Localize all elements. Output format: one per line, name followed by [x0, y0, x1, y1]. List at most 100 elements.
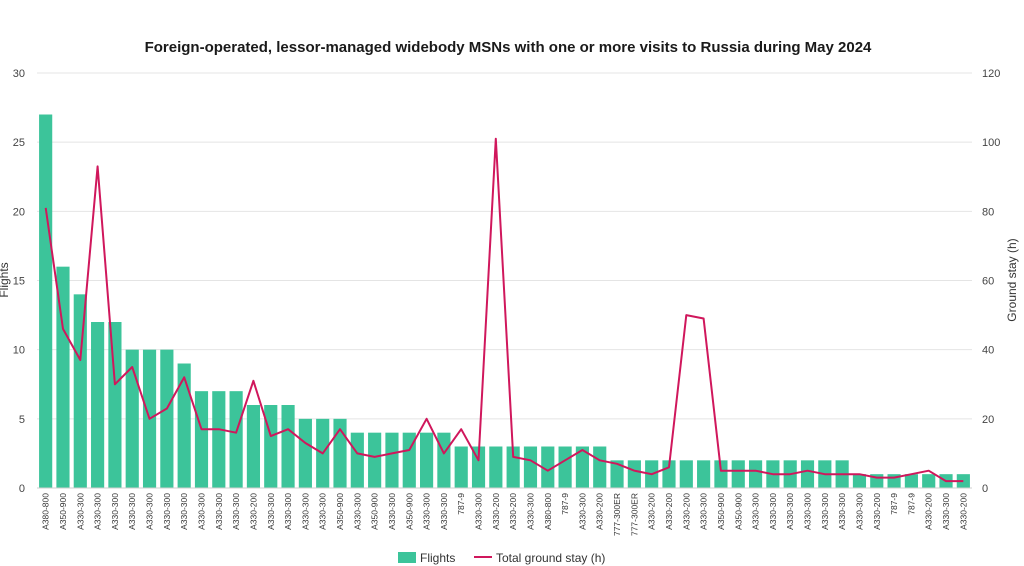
flights-bar	[922, 474, 936, 488]
flights-bar	[852, 474, 867, 488]
category-label: 787-9	[456, 493, 466, 515]
category-label: A330-200	[595, 493, 605, 530]
category-label: A330-300	[214, 493, 224, 530]
category-label: A330-300	[474, 493, 484, 530]
right-tick-label: 120	[982, 68, 1000, 80]
category-label: A330-300	[577, 493, 587, 530]
flights-bar	[298, 418, 312, 488]
flights-bar	[91, 322, 105, 488]
category-label: A330-300	[941, 493, 951, 530]
flights-bar	[385, 432, 399, 488]
category-label: A350-900	[370, 493, 380, 530]
category-label: A350-900	[335, 493, 345, 530]
category-label: 787-9	[889, 493, 899, 515]
legend-flights-label: Flights	[420, 551, 455, 565]
category-label: A330-300	[283, 493, 293, 530]
flights-bar	[160, 349, 174, 488]
flights-bars	[39, 114, 970, 488]
category-label: A330-200	[647, 493, 657, 530]
category-label: A330-300	[75, 493, 85, 530]
category-labels: A380-800 A350-900 A330-300 A330-300 A330-300…	[41, 493, 969, 536]
flights-bar	[800, 460, 815, 488]
category-label: A330-300	[196, 493, 206, 530]
category-label: A350-900	[733, 493, 743, 530]
gridlines	[37, 72, 972, 420]
flights-bar	[627, 460, 641, 488]
left-tick-label: 5	[19, 414, 25, 426]
flights-bar	[731, 460, 745, 488]
flights-bar	[264, 405, 278, 488]
left-tick-label: 10	[13, 345, 25, 357]
legend-flights-swatch	[398, 552, 416, 563]
flights-bar	[39, 114, 53, 488]
flights-bar	[593, 446, 607, 488]
category-label: A330-200	[872, 493, 882, 530]
right-tick-label: 40	[982, 345, 994, 357]
category-label: A330-200	[681, 493, 691, 530]
category-label: A330-200	[958, 493, 968, 530]
flights-bar	[904, 474, 918, 488]
category-label: A330-300	[162, 493, 172, 530]
category-label: A330-200	[508, 493, 518, 530]
flights-bar	[697, 460, 711, 488]
right-axis-ticks: 0 20 40 60 80 100 120	[982, 68, 1000, 495]
flights-bar	[56, 266, 70, 488]
category-label: 777-300ER	[612, 493, 622, 536]
category-label: A350-900	[58, 493, 68, 530]
flights-bar	[437, 432, 451, 488]
flights-bar	[333, 418, 347, 488]
flights-bar	[368, 432, 382, 488]
flights-bar	[246, 405, 261, 488]
right-tick-label: 20	[982, 414, 994, 426]
left-tick-label: 20	[13, 206, 25, 218]
flights-bar	[402, 432, 416, 488]
category-label: A330-300	[525, 493, 535, 530]
right-tick-label: 60	[982, 276, 994, 288]
category-label: A350-900	[404, 493, 414, 530]
category-label: A330-300	[266, 493, 276, 530]
right-tick-label: 100	[982, 137, 1000, 149]
category-label: A330-300	[854, 493, 864, 530]
category-label: A330-300	[820, 493, 830, 530]
left-axis-label: Flights	[0, 262, 11, 297]
category-label: A330-300	[699, 493, 709, 530]
category-label: A330-300	[231, 493, 241, 530]
flights-bar	[350, 432, 364, 488]
flights-bar	[281, 405, 295, 488]
category-label: A330-300	[751, 493, 761, 530]
left-tick-label: 25	[13, 137, 25, 149]
category-label: A330-300	[110, 493, 120, 530]
flights-bar	[956, 474, 970, 488]
category-label: A330-200	[924, 493, 934, 530]
flights-bar	[523, 446, 538, 488]
category-label: A330-300	[439, 493, 449, 530]
legend-ground-stay-label: Total ground stay (h)	[496, 551, 605, 565]
flights-bar	[748, 460, 763, 488]
flights-bar	[454, 446, 468, 488]
flights-bar	[229, 391, 243, 488]
flights-bar	[212, 391, 226, 488]
category-label: 787-9	[560, 493, 570, 515]
category-label: A330-300	[352, 493, 362, 530]
category-label: A330-300	[803, 493, 813, 530]
flights-bar	[108, 322, 122, 488]
category-label: A330-300	[422, 493, 432, 530]
flights-bar	[177, 363, 191, 488]
right-tick-label: 80	[982, 206, 994, 218]
flights-bar	[125, 349, 139, 488]
flights-bar	[489, 446, 503, 488]
flights-bar	[662, 460, 676, 488]
category-label: 787-9	[906, 493, 916, 515]
right-axis-label: Ground stay (h)	[1005, 238, 1019, 321]
category-label: A350-900	[716, 493, 726, 530]
flights-bar	[558, 446, 572, 488]
left-tick-label: 15	[13, 276, 25, 288]
flights-bar	[471, 446, 486, 488]
category-label: A330-300	[837, 493, 847, 530]
flights-bar	[714, 460, 728, 488]
category-label: A330-300	[318, 493, 328, 530]
category-label: A330-300	[93, 493, 103, 530]
category-label: A330-300	[300, 493, 310, 530]
left-tick-label: 30	[13, 68, 25, 80]
